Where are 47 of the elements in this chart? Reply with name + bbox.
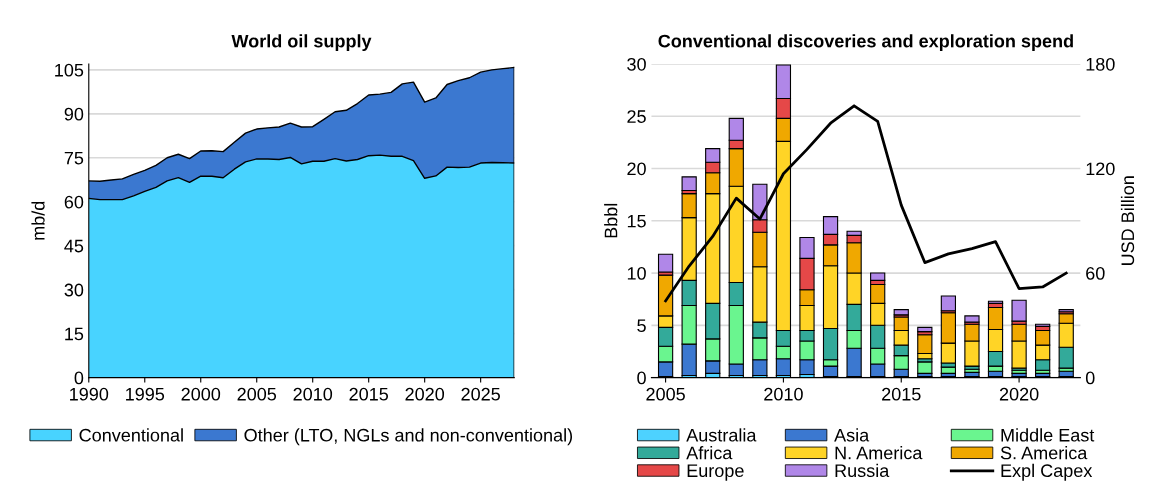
x-tick-label: 2005 [237, 387, 277, 401]
x-tick-label: 2005 [646, 387, 685, 401]
y-tick-label: 15 [65, 327, 84, 341]
y2-axis-title: USD Billion [1120, 176, 1135, 266]
y2-tick-label: 0 [1085, 371, 1095, 385]
x-tick-label: 1990 [70, 387, 109, 401]
x-tick-label: 2010 [764, 387, 803, 401]
y2-tick-label: 60 [1086, 266, 1105, 280]
legend-label: Conventional [79, 428, 183, 442]
x-tick-label: 1995 [126, 387, 165, 401]
x-tick-label: 2015 [349, 387, 389, 401]
y-tick-label: 0 [74, 371, 84, 385]
y-tick-label: 45 [64, 239, 84, 253]
y-tick-label: 30 [64, 283, 84, 297]
y-tick-label: 15 [627, 214, 646, 228]
y2-tick-label: 120 [1086, 162, 1115, 176]
x-tick-label: 2000 [181, 387, 221, 401]
y-tick-label: 10 [627, 266, 646, 280]
legend-label: Expl Capex [1001, 463, 1093, 481]
y-tick-label: 25 [627, 110, 646, 123]
legend-label: S. America [1000, 446, 1088, 460]
x-tick-label: 2020 [405, 387, 445, 401]
y-axis-title: Bbbl [604, 203, 618, 238]
y-tick-label: 75 [64, 151, 84, 165]
y-tick-label: 5 [637, 319, 646, 333]
legend-label: Asia [834, 428, 870, 442]
x-tick-label: 2020 [999, 387, 1039, 401]
y-axis-title: mb/d [31, 201, 45, 240]
legend-label: Europe [687, 464, 744, 481]
legend-label: Africa [686, 446, 733, 460]
x-tick-label: 2025 [461, 387, 500, 401]
legend-label: Russia [835, 463, 890, 478]
legend-label: Australia [686, 428, 757, 442]
legend-label: Other (LTO, NGLs and non-conventional) [244, 428, 573, 446]
y-tick-label: 20 [627, 162, 646, 176]
y-tick-label: 90 [64, 107, 84, 121]
legend-label: N. America [835, 446, 923, 460]
y-tick-label: 30 [627, 57, 646, 71]
x-tick-label: 2010 [293, 387, 333, 401]
chart-title: Conventional discoveries and exploration spend [658, 34, 1073, 52]
legend-label: Middle East [1001, 428, 1095, 442]
x-tick-label: 2015 [882, 387, 921, 401]
y-tick-label: 0 [637, 371, 646, 385]
y2-tick-label: 180 [1086, 57, 1115, 71]
chart-title: World oil supply [231, 34, 372, 52]
y-tick-label: 60 [64, 195, 84, 209]
y-tick-label: 105 [55, 63, 84, 77]
